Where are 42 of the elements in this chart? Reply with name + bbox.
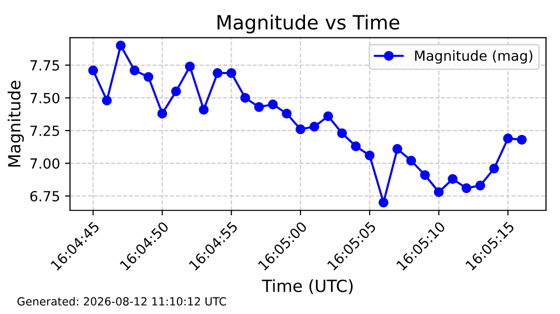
point [434, 187, 444, 197]
point [337, 128, 347, 138]
y-tick-label: 7.25 [30, 126, 60, 136]
point [462, 183, 472, 193]
point [282, 108, 292, 118]
point [364, 150, 375, 160]
point [88, 66, 98, 76]
point [475, 180, 486, 190]
point [516, 134, 527, 145]
point [157, 108, 168, 118]
y-tick-label: 7.75 [30, 60, 60, 71]
point [130, 66, 140, 76]
point [448, 174, 458, 184]
point [240, 93, 250, 103]
point [102, 96, 112, 106]
y-tick-label: 7.00 [30, 158, 60, 169]
point [296, 124, 306, 134]
point [323, 111, 334, 122]
point [198, 104, 209, 114]
legend-label: Magnitude (mag) [415, 50, 532, 64]
x-axis-title: Time (UTC) [262, 279, 353, 294]
point [406, 156, 416, 166]
point [392, 144, 402, 154]
y-tick-label: 6.75 [30, 190, 60, 202]
y-tick-label: 7.50 [30, 92, 60, 104]
point [254, 102, 264, 112]
point [378, 198, 388, 208]
point [489, 164, 499, 174]
y-axis-title: Magnitude [8, 80, 24, 167]
point [226, 68, 236, 78]
point [144, 72, 154, 82]
text: Generated: 2026-08-12 11:10:12 UTC [17, 296, 226, 306]
point [309, 122, 320, 132]
chart-title: Magnitude vs Time [218, 14, 400, 34]
point [268, 100, 278, 110]
point [185, 62, 195, 72]
point [503, 134, 513, 144]
point [116, 40, 126, 50]
point [350, 141, 361, 152]
point [171, 86, 181, 96]
point [212, 68, 222, 78]
point [420, 170, 430, 180]
